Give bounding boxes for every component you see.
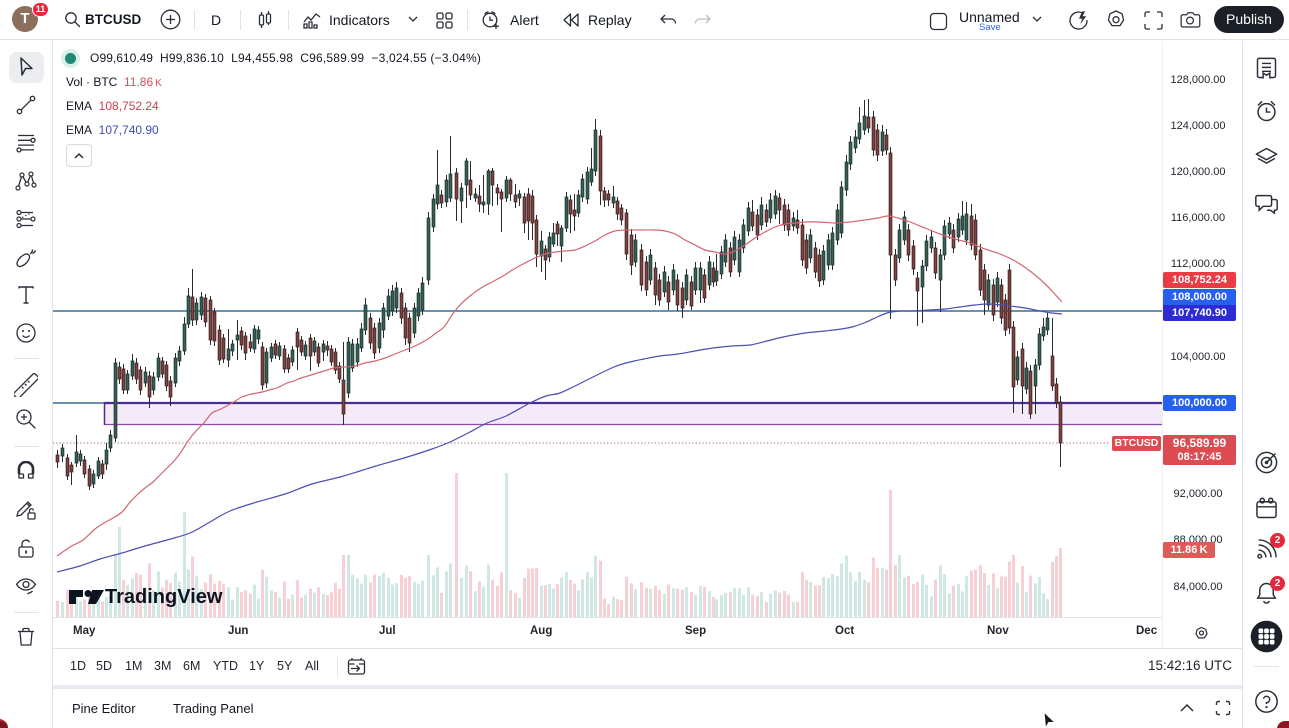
- svg-text:TradingView: TradingView: [105, 586, 223, 608]
